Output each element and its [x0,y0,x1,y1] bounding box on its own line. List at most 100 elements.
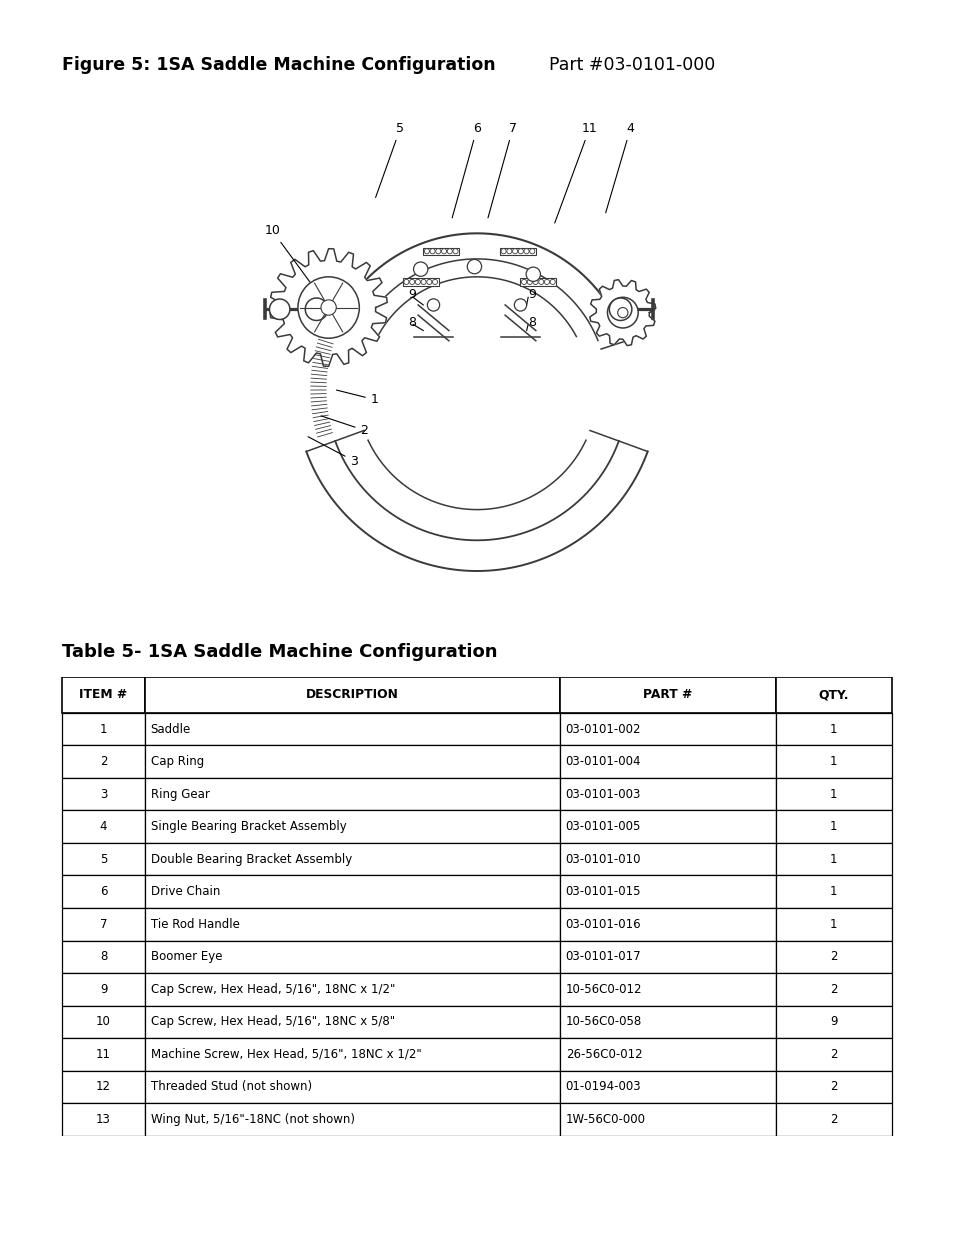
Circle shape [550,279,555,284]
Text: 26-56C0-012: 26-56C0-012 [565,1047,641,1061]
FancyBboxPatch shape [402,278,438,285]
Circle shape [430,248,435,254]
Text: Figure 5: 1SA Saddle Machine Configuration: Figure 5: 1SA Saddle Machine Configurati… [62,57,496,74]
Bar [62,713,145,745]
Text: 03-0101-003: 03-0101-003 [565,788,640,800]
Bar [145,810,559,844]
Text: 8: 8 [528,316,536,330]
Text: 2: 2 [829,950,837,963]
FancyBboxPatch shape [520,278,556,285]
Polygon shape [589,279,655,346]
Text: Drive Chain: Drive Chain [151,885,220,898]
Circle shape [447,248,452,254]
Text: Wing Nut, 5/16"-18NC (not shown): Wing Nut, 5/16"-18NC (not shown) [151,1113,355,1126]
Text: 2: 2 [829,1081,837,1093]
Bar [62,844,145,876]
Bar [145,1103,559,1136]
Circle shape [403,279,409,284]
Text: 03-0101-015: 03-0101-015 [565,885,640,898]
Text: 4: 4 [605,122,634,212]
Text: 1: 1 [100,722,107,736]
Text: 1: 1 [829,788,837,800]
Bar [145,1071,559,1103]
Circle shape [415,279,420,284]
Circle shape [617,308,627,317]
Circle shape [432,279,437,284]
Text: 03-0101-010: 03-0101-010 [565,852,640,866]
Text: Cap Screw, Hex Head, 5/16", 18NC x 1/2": Cap Screw, Hex Head, 5/16", 18NC x 1/2" [151,983,395,995]
Bar [62,1103,145,1136]
Circle shape [409,279,415,284]
Bar [559,810,775,844]
FancyBboxPatch shape [499,248,536,254]
Circle shape [544,279,549,284]
Bar [145,844,559,876]
Text: 7: 7 [100,918,107,931]
Bar [62,778,145,810]
Circle shape [607,298,638,329]
Text: 1: 1 [829,722,837,736]
Bar [775,844,891,876]
Bar [559,844,775,876]
Circle shape [427,299,439,311]
Bar [145,713,559,745]
Bar [559,876,775,908]
Bar [775,973,891,1005]
Circle shape [514,299,526,311]
Bar [775,713,891,745]
Text: 8: 8 [100,950,107,963]
Bar [559,1071,775,1103]
Text: 9: 9 [829,1015,837,1029]
Text: QTY.: QTY. [818,688,848,701]
Circle shape [297,277,359,338]
Text: 10: 10 [264,225,327,305]
Bar [559,1005,775,1039]
Bar [559,941,775,973]
Text: 11: 11 [554,122,597,224]
Bar [145,908,559,941]
Text: Table 5- 1SA Saddle Machine Configuration: Table 5- 1SA Saddle Machine Configuratio… [62,643,497,661]
Bar [62,876,145,908]
Text: 1: 1 [829,820,837,834]
Text: Cap Ring: Cap Ring [151,755,204,768]
Text: 03-0101-002: 03-0101-002 [565,722,640,736]
Circle shape [521,279,526,284]
Bar [775,876,891,908]
Text: Cap Screw, Hex Head, 5/16", 18NC x 5/8": Cap Screw, Hex Head, 5/16", 18NC x 5/8" [151,1015,395,1029]
Text: 2: 2 [321,416,368,437]
FancyBboxPatch shape [423,248,458,254]
Bar [62,810,145,844]
Text: 12: 12 [96,1081,111,1093]
Circle shape [269,299,290,320]
Bar [62,908,145,941]
Bar [145,1039,559,1071]
Circle shape [426,279,432,284]
Circle shape [453,248,457,254]
Text: 03-0101-016: 03-0101-016 [565,918,640,931]
Circle shape [320,300,336,315]
Bar [145,973,559,1005]
Circle shape [517,248,523,254]
Text: 03-0101-004: 03-0101-004 [565,755,640,768]
Text: Double Bearing Bracket Assembly: Double Bearing Bracket Assembly [151,852,352,866]
Text: 9: 9 [408,288,416,301]
Text: 9: 9 [528,288,536,301]
Text: 4: 4 [100,820,107,834]
Bar [775,810,891,844]
Text: Boomer Eye: Boomer Eye [151,950,222,963]
Text: 1W-56C0-000: 1W-56C0-000 [565,1113,645,1126]
Bar [145,677,559,713]
Text: 1: 1 [829,755,837,768]
Text: 2: 2 [829,1047,837,1061]
Text: 5: 5 [375,122,404,198]
Bar [775,941,891,973]
Text: 8: 8 [408,316,416,330]
Text: 1: 1 [829,918,837,931]
Text: 3: 3 [100,788,107,800]
Bar [559,677,775,713]
Text: 2: 2 [100,755,107,768]
Circle shape [500,248,506,254]
Text: 11: 11 [96,1047,111,1061]
Text: 2: 2 [829,1113,837,1126]
Bar [775,1071,891,1103]
